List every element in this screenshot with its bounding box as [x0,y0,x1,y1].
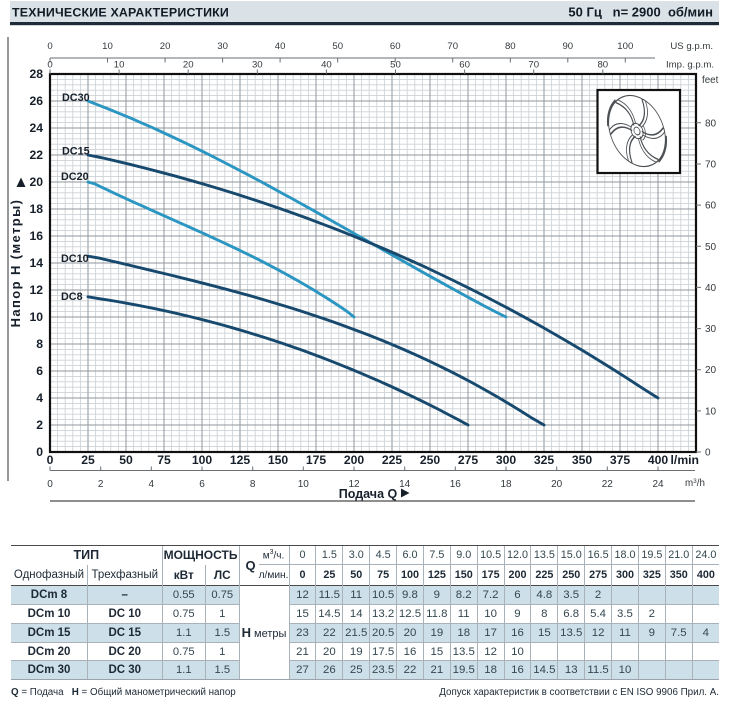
svg-text:l/min: l/min [671,453,699,467]
svg-text:40: 40 [321,60,332,71]
svg-text:70: 70 [447,41,458,52]
svg-text:DC15: DC15 [62,146,90,158]
svg-text:6: 6 [36,364,43,378]
svg-text:60: 60 [459,60,470,71]
svg-text:4: 4 [149,479,155,490]
svg-text:0: 0 [47,41,52,52]
svg-text:350: 350 [572,453,593,467]
svg-text:90: 90 [562,41,573,52]
svg-text:150: 150 [268,453,289,467]
svg-text:200: 200 [344,453,365,467]
svg-text:70: 70 [705,160,717,171]
svg-text:30: 30 [217,41,228,52]
svg-text:60: 60 [705,201,717,212]
svg-text:20: 20 [183,60,194,71]
svg-text:DC20: DC20 [61,171,89,183]
svg-text:Подача Q: Подача Q [339,487,398,501]
svg-text:20: 20 [160,41,171,52]
svg-text:375: 375 [610,453,631,467]
svg-text:26: 26 [29,94,43,108]
svg-text:20: 20 [705,365,717,376]
svg-text:2: 2 [98,479,104,490]
svg-text:US g.p.m.: US g.p.m. [670,41,713,52]
svg-text:14: 14 [29,256,43,270]
svg-text:20: 20 [551,479,563,490]
svg-text:8: 8 [36,337,43,351]
svg-text:100: 100 [192,453,213,467]
svg-text:0: 0 [47,60,52,71]
svg-text:250: 250 [420,453,441,467]
svg-text:ТЕХНИЧЕСКИЕ ХАРАКТЕРИСТИКИ: ТЕХНИЧЕСКИЕ ХАРАКТЕРИСТИКИ [12,6,229,20]
svg-text:8: 8 [250,479,256,490]
svg-text:4: 4 [36,391,43,405]
svg-text:16: 16 [450,479,462,490]
svg-text:70: 70 [528,60,539,71]
svg-text:175: 175 [306,453,327,467]
svg-text:28: 28 [29,67,43,81]
svg-text:24: 24 [29,121,43,135]
svg-text:275: 275 [458,453,479,467]
svg-text:400: 400 [648,453,669,467]
svg-text:60: 60 [390,41,401,52]
svg-text:80: 80 [705,118,717,129]
svg-text:Imp. g.p.m.: Imp. g.p.m. [666,60,714,71]
svg-text:22: 22 [602,479,614,490]
svg-text:12: 12 [348,479,360,490]
svg-text:DC8: DC8 [61,291,83,303]
svg-text:25: 25 [81,453,95,467]
svg-text:80: 80 [505,41,516,52]
svg-text:100: 100 [617,41,633,52]
svg-text:Напор Н (метры): Напор Н (метры) [8,199,23,328]
svg-text:20: 20 [29,175,43,189]
svg-text:0: 0 [705,448,711,459]
svg-text:50 Гц n= 2900 об/мин: 50 Гц n= 2900 об/мин [568,5,713,20]
svg-text:18: 18 [29,202,43,216]
svg-text:feet: feet [702,75,719,86]
svg-text:0: 0 [36,445,43,459]
svg-text:50: 50 [119,453,133,467]
svg-text:300: 300 [496,453,517,467]
svg-text:22: 22 [29,148,43,162]
svg-text:30: 30 [252,60,263,71]
svg-text:40: 40 [705,283,717,294]
svg-text:225: 225 [382,453,403,467]
svg-text:DC30: DC30 [62,92,90,104]
svg-text:325: 325 [534,453,555,467]
svg-text:10: 10 [705,406,717,417]
svg-text:16: 16 [29,229,43,243]
svg-text:6: 6 [199,479,205,490]
svg-text:30: 30 [705,324,717,335]
svg-text:24: 24 [652,479,664,490]
svg-text:10: 10 [114,60,125,71]
svg-text:m3/h: m3/h [685,478,705,489]
svg-text:80: 80 [597,60,608,71]
svg-text:50: 50 [332,41,343,52]
svg-text:0: 0 [47,453,54,467]
svg-text:10: 10 [29,310,43,324]
svg-text:40: 40 [275,41,286,52]
svg-text:12: 12 [29,283,43,297]
svg-text:18: 18 [500,479,512,490]
svg-text:50: 50 [705,242,717,253]
svg-text:0: 0 [47,479,53,490]
svg-text:DC10: DC10 [61,253,89,265]
svg-text:10: 10 [298,479,310,490]
svg-text:10: 10 [102,41,113,52]
svg-text:14: 14 [399,479,411,490]
svg-text:75: 75 [157,453,171,467]
svg-text:50: 50 [390,60,401,71]
svg-text:125: 125 [230,453,251,467]
svg-text:2: 2 [36,418,43,432]
